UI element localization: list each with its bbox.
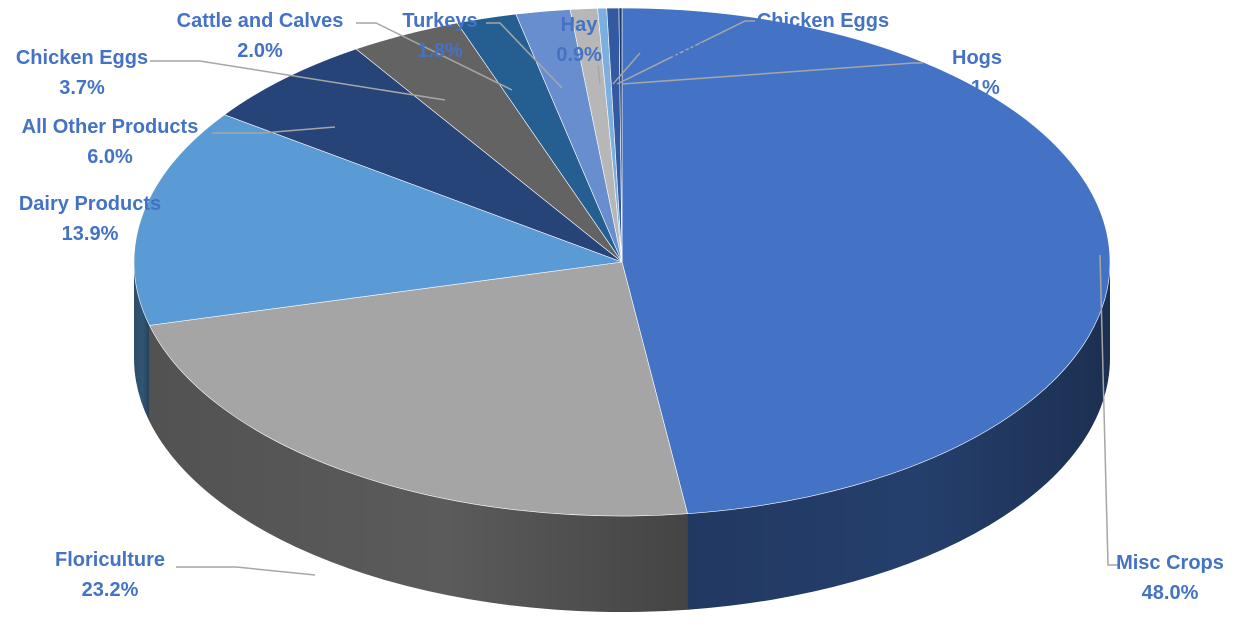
pie-slice-all-other-products-3 <box>223 48 623 263</box>
pie-side-walls <box>134 262 1110 612</box>
slice-value-label: 6.0% <box>87 146 133 168</box>
slice-name-label: Turkeys <box>402 10 477 32</box>
slice-label-floriculture: Floriculture 23.2% <box>55 549 165 601</box>
slice-value-label: 13.9% <box>62 223 119 245</box>
leader-lines <box>150 20 1120 576</box>
pie-side-shade <box>149 325 688 612</box>
pie-slice-dairy-products-2 <box>133 114 623 326</box>
pie-slice-floriculture-1 <box>148 261 688 517</box>
slice-value-label: 0.1% <box>954 77 1000 99</box>
slice-label-hay: Hay 0.9% <box>556 14 602 66</box>
slice-label-chicken-eggs-2: Chicken Eggs 0.4% <box>757 10 889 62</box>
leader-line-cattle-and-calves-5 <box>356 22 513 91</box>
slice-name-label: Honey <box>652 10 714 32</box>
slice-value-label: 1.8% <box>417 40 463 62</box>
slice-value-label: 0.4% <box>800 40 846 62</box>
slice-value-label: 0.3% <box>660 40 706 62</box>
leader-line-honey-8 <box>612 52 641 85</box>
slice-name-label: Chicken Eggs <box>757 10 889 32</box>
slice-label-honey: Honey 0.3% <box>652 10 714 62</box>
pie-slices <box>133 7 1111 517</box>
leader-line-floriculture-1 <box>176 566 316 576</box>
slice-name-label: Dairy Products <box>19 193 161 215</box>
leader-line-turkeys-6 <box>486 22 563 89</box>
leader-line-hogs-10 <box>621 62 923 85</box>
slice-label-chicken-eggs: Chicken Eggs 3.7% <box>16 47 148 99</box>
slice-value-label: 2.0% <box>237 40 283 62</box>
slice-value-label: 23.2% <box>82 579 139 601</box>
pie-slice-misc-crops-0 <box>621 7 1111 515</box>
leader-line-all-other-products-3 <box>212 126 336 134</box>
pie-side-shade <box>134 262 150 422</box>
leader-line-chicken-eggs-4 <box>150 60 446 101</box>
leader-line-chicken-eggs-9 <box>616 20 755 85</box>
slice-name-label: Chicken Eggs <box>16 47 148 69</box>
slice-value-label: 48.0% <box>1142 582 1199 604</box>
slice-name-label: Misc Crops <box>1116 552 1224 574</box>
slice-value-label: 3.7% <box>59 77 105 99</box>
pie-side-shade <box>687 262 1110 610</box>
slice-label-turkeys: Turkeys 1.8% <box>402 10 477 62</box>
slice-label-misc-crops: Misc Crops 48.0% <box>1116 552 1224 604</box>
slice-name-label: Floriculture <box>55 549 165 571</box>
slice-label-hogs: Hogs 0.1% <box>952 47 1002 99</box>
slice-label-dairy-products: Dairy Products 13.9% <box>19 193 161 245</box>
slice-name-label: Hay <box>561 14 599 36</box>
leader-line-misc-crops-0 <box>1099 254 1120 566</box>
pie-slice-hogs-10 <box>618 7 623 263</box>
slice-name-label: All Other Products <box>22 116 199 138</box>
slice-value-label: 0.9% <box>556 44 602 66</box>
slice-label-cattle-and-calves: Cattle and Calves 2.0% <box>177 10 344 62</box>
slice-name-label: Cattle and Calves <box>177 10 344 32</box>
slice-name-label: Hogs <box>952 47 1002 69</box>
slice-label-all-other-products: All Other Products 6.0% <box>22 116 199 168</box>
leader-line-hay-7 <box>597 64 601 85</box>
